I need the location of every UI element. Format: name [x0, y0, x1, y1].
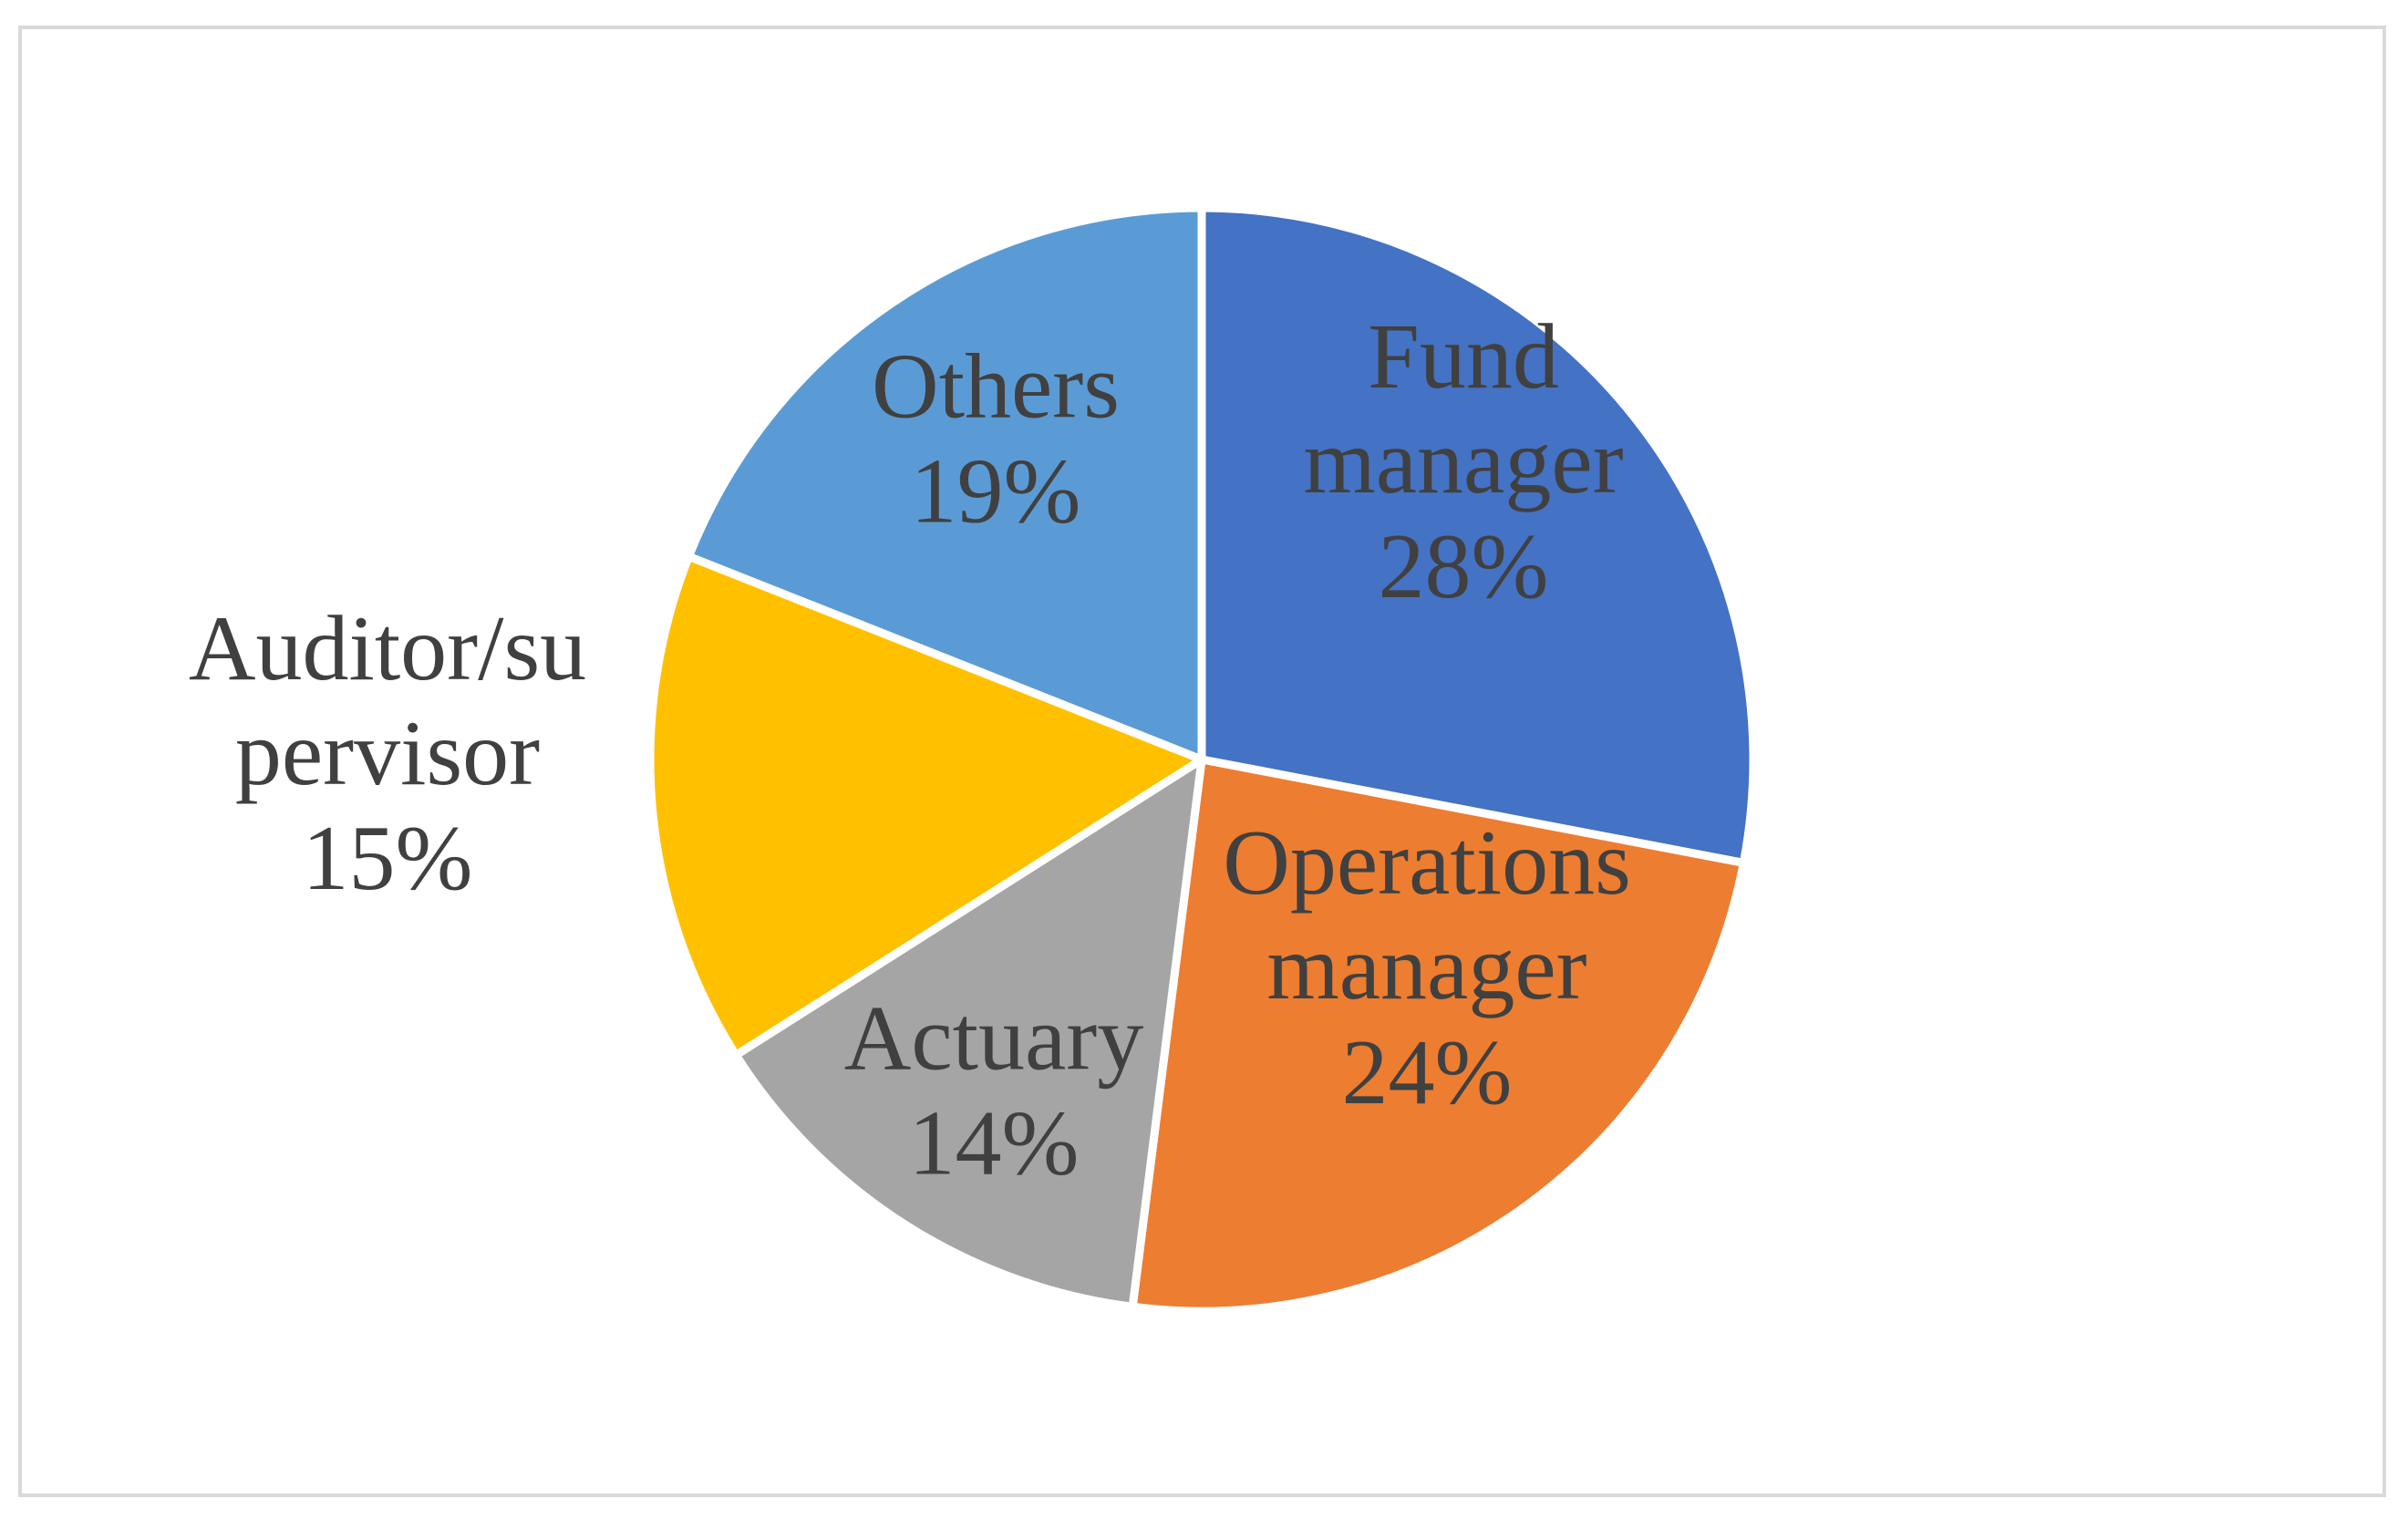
pie-slice-actuary — [731, 755, 1206, 1311]
pie-slice-operations-manager — [1128, 755, 1748, 1316]
data-label-operations-manager: Operations manager 24% — [1223, 811, 1631, 1124]
data-label-auditor-supervisor: Auditor/su pervisor 15% — [189, 597, 586, 910]
pie-slice-fund-manager — [1197, 203, 1758, 867]
pie-slice-others — [684, 203, 1206, 764]
data-label-fund-manager: Fund manager 28% — [1303, 305, 1623, 618]
data-label-others: Others 19% — [872, 336, 1120, 543]
pie-slice-auditor-supervisor — [646, 552, 1206, 1059]
data-label-actuary: Actuary 14% — [844, 987, 1144, 1195]
